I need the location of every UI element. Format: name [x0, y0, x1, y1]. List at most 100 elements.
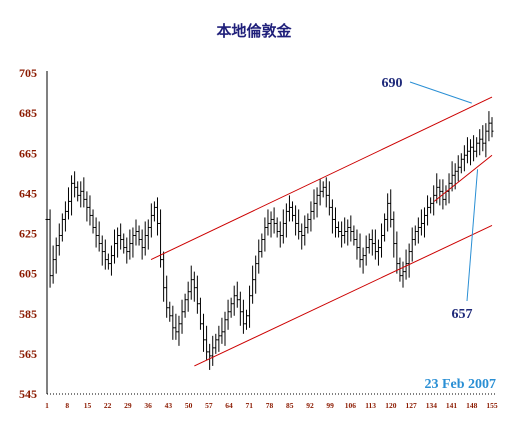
price-bar	[82, 177, 86, 208]
x-tick-label: 8	[65, 401, 69, 410]
price-bar	[266, 209, 270, 236]
price-bar	[294, 205, 298, 236]
channel-lower	[194, 225, 493, 367]
price-bar	[54, 237, 58, 274]
price-bar	[66, 187, 70, 220]
price-bar	[303, 215, 307, 246]
price-bar	[232, 285, 236, 316]
x-tick-label: 22	[104, 401, 112, 410]
price-bar	[401, 261, 405, 288]
y-tick-label: 705	[19, 66, 37, 80]
price-bar	[340, 221, 344, 248]
price-bar	[392, 211, 396, 258]
price-bar	[73, 171, 77, 198]
x-tick-label: 43	[165, 401, 173, 410]
y-tick-label: 585	[19, 307, 37, 321]
price-bar	[94, 217, 98, 248]
price-bar	[459, 153, 463, 174]
price-bar	[422, 207, 426, 238]
price-bar	[481, 125, 485, 152]
price-bar	[487, 111, 491, 142]
price-bar	[244, 309, 248, 330]
price-bar	[287, 195, 291, 222]
x-tick-label: 127	[405, 401, 417, 410]
x-tick-label: 92	[306, 401, 314, 410]
price-bar	[444, 185, 448, 206]
price-bar	[413, 225, 417, 246]
price-bar	[376, 239, 380, 266]
price-bar	[300, 223, 304, 250]
price-bar	[337, 221, 341, 238]
price-bar	[45, 213, 49, 226]
date-label: 23 Feb 2007	[424, 377, 496, 392]
price-bar	[321, 181, 325, 198]
price-bar	[426, 195, 430, 226]
price-bar	[419, 209, 423, 236]
channel-support	[433, 154, 493, 202]
x-tick-label: 134	[426, 401, 438, 410]
price-bar	[275, 217, 279, 238]
y-tick-label: 605	[19, 267, 37, 281]
price-bar	[395, 231, 399, 274]
y-tick-label: 645	[19, 186, 37, 200]
price-bar	[349, 215, 353, 242]
callout-line-690	[409, 81, 472, 104]
price-bar	[490, 117, 494, 138]
price-bars	[45, 111, 494, 370]
price-bar	[370, 229, 374, 256]
price-bar	[51, 245, 55, 284]
price-bar	[257, 239, 261, 274]
annotation-690: 690	[382, 76, 403, 91]
price-bar	[269, 211, 273, 238]
x-tick-label: 50	[185, 401, 193, 410]
price-bar	[48, 209, 52, 288]
x-tick-label: 85	[286, 401, 294, 410]
price-bar	[235, 281, 239, 308]
price-bar	[208, 343, 212, 370]
y-tick-labels: 545 565 585 605 625 645 665 685 705	[19, 66, 37, 401]
price-bar	[162, 251, 166, 302]
price-bar	[432, 185, 436, 216]
price-bar	[380, 223, 384, 258]
price-bar	[165, 275, 169, 318]
axes	[46, 71, 496, 395]
price-bar	[57, 223, 61, 256]
price-bar	[333, 207, 337, 238]
price-bar	[450, 161, 454, 192]
price-bar	[272, 207, 276, 234]
price-bar	[79, 181, 83, 208]
price-bar	[484, 123, 488, 158]
price-bar	[214, 333, 218, 354]
price-bar	[63, 201, 67, 232]
price-bar	[238, 291, 242, 326]
price-bar	[386, 193, 390, 232]
callout-line-657	[466, 169, 479, 302]
x-tick-label: 106	[345, 401, 357, 410]
price-bar	[106, 253, 110, 270]
price-bar	[88, 195, 92, 226]
y-tick-label: 685	[19, 106, 37, 120]
trend-channel	[150, 96, 493, 367]
price-bar	[404, 249, 408, 280]
x-tick-label: 64	[225, 401, 233, 410]
price-bar	[70, 175, 74, 216]
x-tick-label: 71	[246, 401, 254, 410]
price-bar	[389, 189, 393, 228]
price-bar	[85, 191, 89, 222]
price-bar	[155, 197, 159, 236]
price-bar	[263, 217, 267, 252]
x-tick-label: 78	[266, 401, 274, 410]
price-bar	[226, 299, 230, 330]
price-bar	[97, 221, 101, 252]
price-bar	[180, 299, 184, 334]
price-bar	[327, 181, 331, 216]
price-bar	[103, 239, 107, 270]
price-bar	[168, 301, 172, 322]
price-bar	[309, 201, 313, 232]
price-bar	[410, 227, 414, 262]
price-bar	[134, 219, 138, 246]
price-bar	[183, 293, 187, 318]
price-bar	[189, 265, 193, 300]
annotation-657: 657	[452, 307, 473, 322]
price-bar	[91, 209, 95, 234]
